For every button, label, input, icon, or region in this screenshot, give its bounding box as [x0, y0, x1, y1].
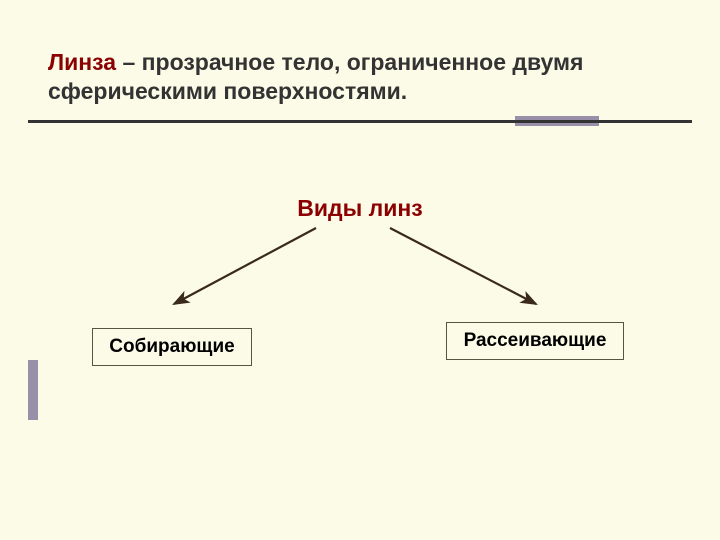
slide-title: Линза – прозрачное тело, ограниченное дв… [48, 48, 690, 106]
title-rest: – прозрачное тело, ограниченное двумя сф… [48, 49, 583, 104]
subtitle: Виды линз [0, 195, 720, 222]
subtitle-text: Виды линз [297, 195, 422, 221]
left-accent-bar [28, 360, 38, 420]
diagram-node-left: Собирающие [92, 328, 252, 366]
title-term: Линза [48, 49, 116, 75]
divider-line [28, 120, 692, 123]
diagram-node-right: Рассеивающие [446, 322, 624, 360]
